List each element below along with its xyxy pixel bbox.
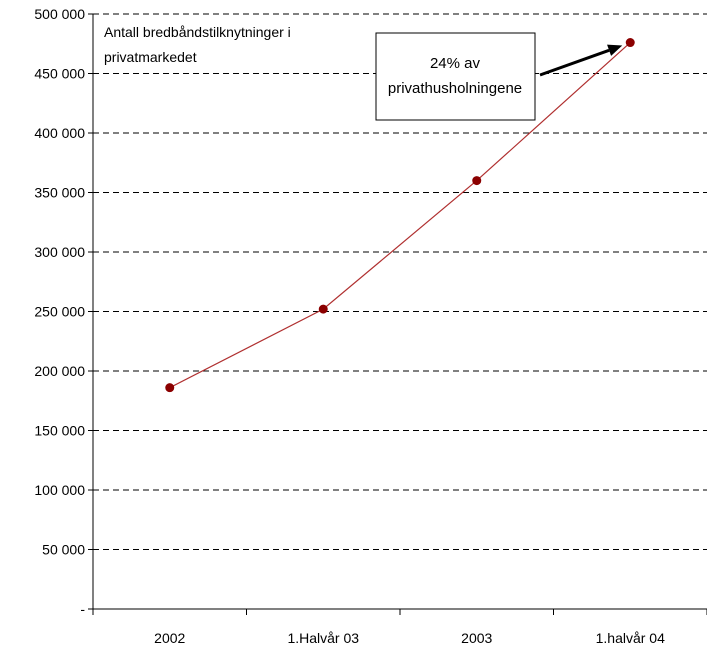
x-tick-label: 1.Halvår 03 xyxy=(287,630,359,646)
annotation-box xyxy=(375,32,536,121)
y-tick-label: 450 000 xyxy=(34,66,85,82)
y-tick-label: 50 000 xyxy=(42,542,85,558)
data-series xyxy=(165,38,635,393)
y-tick-label: 500 000 xyxy=(34,6,85,22)
y-tick-label: 150 000 xyxy=(34,423,85,439)
annotation-line-2: privathusholningene xyxy=(388,80,522,97)
x-tick-label: 2002 xyxy=(154,630,185,646)
annotation-arrow xyxy=(539,48,610,77)
y-tick-label: 100 000 xyxy=(34,482,85,498)
y-tick-labels: - 50 000 100 000 150 000 200 000 250 000 300 0… xyxy=(34,6,85,617)
y-tick-label: 300 000 xyxy=(34,244,85,260)
annotation-line-1: 24% av xyxy=(430,55,481,72)
x-tick-label: 2003 xyxy=(461,630,492,646)
y-tick-label: 200 000 xyxy=(34,363,85,379)
series-line xyxy=(169,42,631,389)
x-tick-label: 1.halvår 04 xyxy=(596,630,665,646)
data-point xyxy=(318,304,328,314)
data-point xyxy=(472,176,482,186)
chart-title-line-2: privatmarkedet xyxy=(104,49,197,65)
axes xyxy=(88,13,707,615)
x-tick-labels: 2002 1.Halvår 03 2003 1.halvår 04 xyxy=(154,630,665,646)
y-tick-label: 250 000 xyxy=(34,304,85,320)
y-tick-label: 400 000 xyxy=(34,125,85,141)
annotation-arrowhead xyxy=(607,44,623,56)
y-tick-label: 350 000 xyxy=(34,185,85,201)
annotation: 24% av privathusholningene xyxy=(375,32,623,121)
gridlines xyxy=(93,13,707,550)
data-point xyxy=(625,38,635,48)
data-point xyxy=(165,383,175,393)
chart-title-line-1: Antall bredbåndstilknytninger i xyxy=(104,24,291,40)
y-tick-label: - xyxy=(80,601,85,617)
